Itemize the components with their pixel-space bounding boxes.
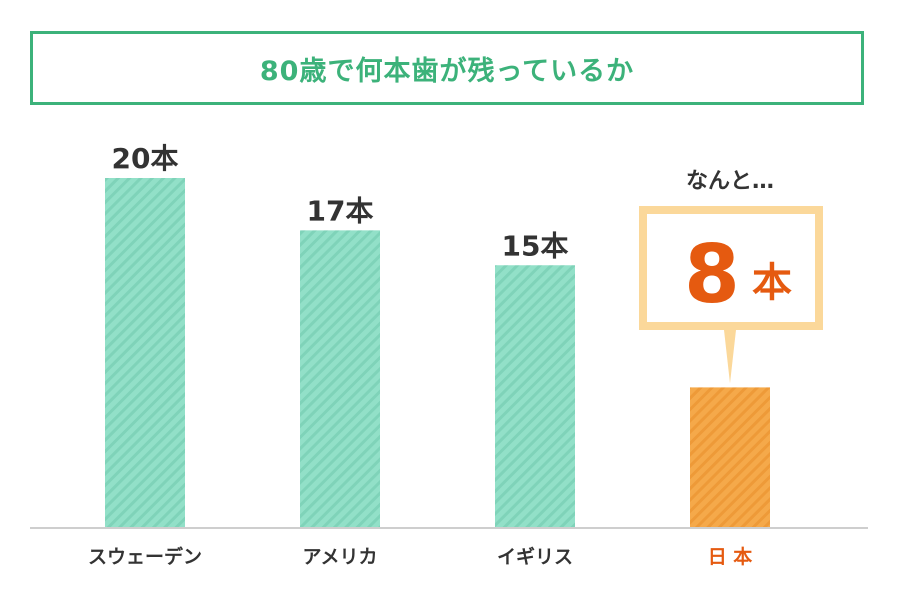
bar-highlight — [690, 387, 770, 527]
bar-value-label: 15本 — [502, 229, 569, 262]
x-tick-label: イギリス — [497, 546, 573, 568]
bar-value-label: 20本 — [112, 142, 179, 175]
bar-value-label: 17本 — [307, 194, 374, 227]
chart-title-box: 80歳で何本歯が残っているか — [30, 31, 864, 105]
bar — [300, 230, 380, 527]
x-tick-label: スウェーデン — [88, 545, 202, 568]
bar — [495, 265, 575, 527]
callout-pointer — [724, 330, 736, 384]
bar — [105, 178, 185, 527]
x-tick-label: アメリカ — [302, 546, 377, 568]
callout-number: 8 — [684, 228, 740, 321]
callout-prefix-text: なんと… — [686, 169, 774, 194]
chart-title: 80歳で何本歯が残っているか — [259, 55, 635, 87]
x-tick-label: 日 本 — [708, 545, 753, 568]
callout-box — [639, 206, 823, 330]
callout-unit: 本 — [752, 260, 792, 306]
